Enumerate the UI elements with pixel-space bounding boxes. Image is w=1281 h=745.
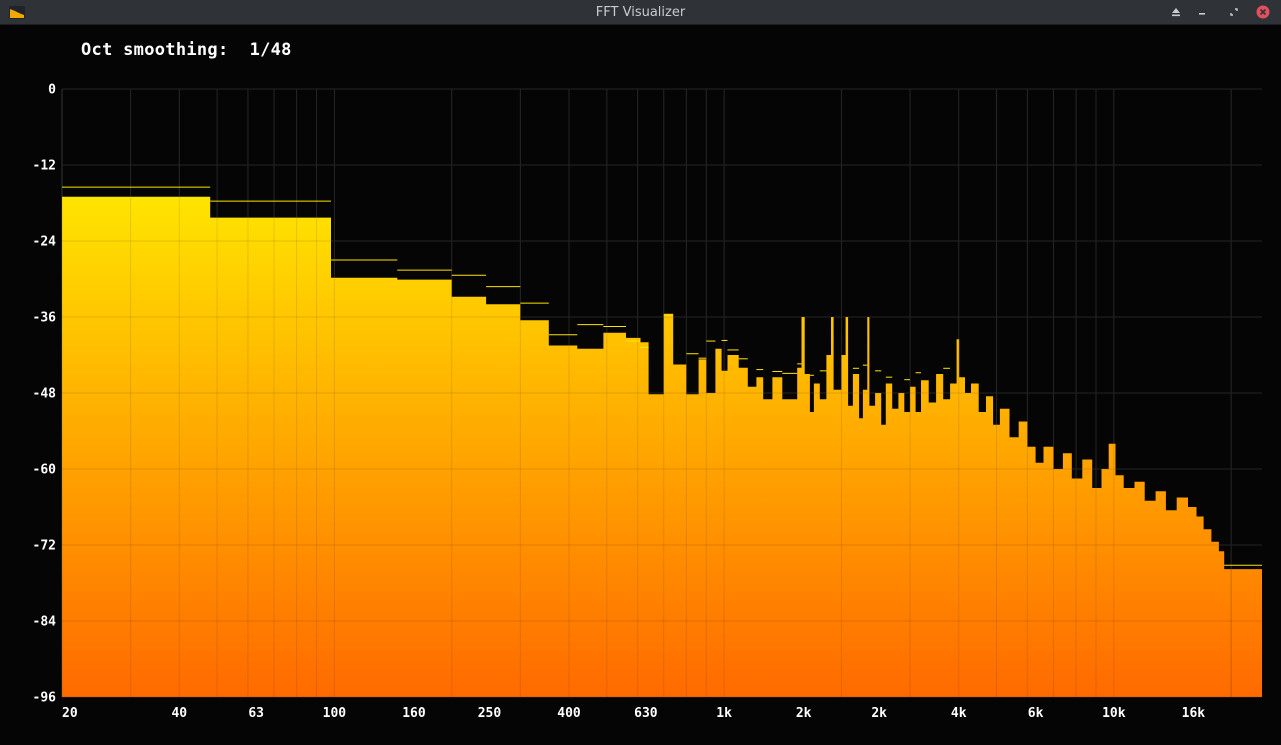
y-axis-labels: 0 -12 -24 -36 -48 -60 -72 -84 -96 [33, 83, 57, 706]
x-tick-label: 160 [402, 706, 426, 721]
eject-icon[interactable] [1168, 4, 1184, 20]
y-tick-label: -48 [33, 387, 57, 402]
x-tick-label: 40 [171, 706, 187, 721]
smoothing-label: Oct smoothing: [81, 40, 229, 60]
x-tick-label: 250 [478, 706, 502, 721]
spectrum-chart: 0 -12 -24 -36 -48 -60 -72 -84 -96 20 40 63 100 160 25… [33, 83, 1262, 721]
spectrum-canvas[interactable]: 0 -12 -24 -36 -48 -60 -72 -84 -96 20 40 63 100 160 25… [0, 25, 1281, 745]
grid-overlay [61, 88, 1262, 698]
y-tick-label: -12 [33, 159, 56, 174]
window-titlebar: FFT Visualizer [0, 0, 1281, 25]
y-tick-label: -24 [33, 235, 57, 250]
x-tick-label: 1k [716, 706, 732, 721]
x-tick-label: 400 [557, 706, 581, 721]
x-tick-label: 2k [871, 706, 887, 721]
y-tick-label: -36 [33, 311, 57, 326]
x-tick-label: 6k [1028, 706, 1044, 721]
y-tick-label: -84 [33, 615, 57, 630]
app-icon [9, 6, 25, 19]
close-icon[interactable] [1255, 4, 1271, 20]
smoothing-readout: Oct smoothing: 1/48 [81, 40, 292, 60]
y-tick-label: -72 [33, 539, 56, 554]
x-tick-label: 630 [634, 706, 658, 721]
y-tick-label: 0 [48, 83, 56, 98]
x-tick-label: 16k [1182, 706, 1206, 721]
x-tick-label: 63 [248, 706, 264, 721]
x-tick-label: 2k [796, 706, 812, 721]
y-tick-label: -96 [33, 691, 57, 706]
window-title: FFT Visualizer [595, 5, 686, 20]
y-tick-label: -60 [33, 463, 57, 478]
peak-hold-lines [62, 186, 1262, 566]
x-tick-label: 100 [323, 706, 347, 721]
smoothing-value: 1/48 [249, 40, 292, 60]
spectrum-area [62, 196, 1262, 697]
restore-icon[interactable] [1226, 4, 1242, 20]
x-tick-label: 20 [62, 706, 78, 721]
x-tick-label: 10k [1102, 706, 1126, 721]
minimize-icon[interactable] [1194, 4, 1210, 20]
x-tick-label: 4k [951, 706, 967, 721]
x-axis-labels: 20 40 63 100 160 250 400 630 1k 2k 2k 4k 6k 10k 16k [62, 706, 1205, 721]
